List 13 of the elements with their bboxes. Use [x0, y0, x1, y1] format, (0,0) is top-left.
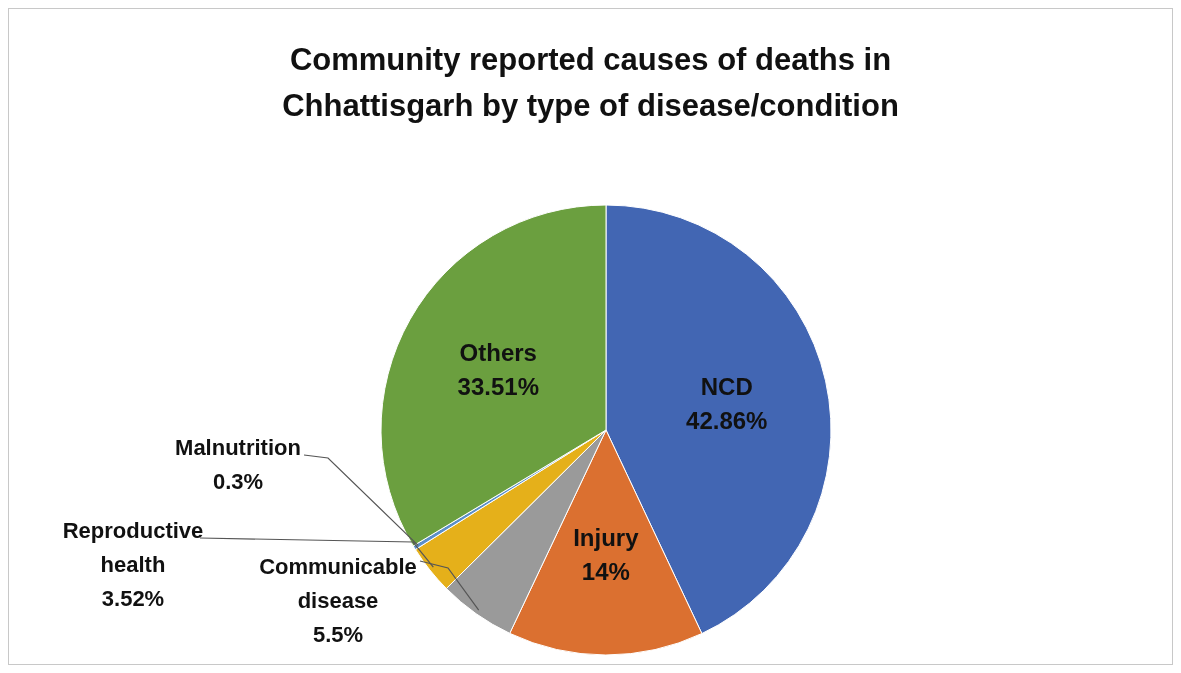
chart-title: Community reported causes of deaths in Chhattisgarh by type of disease/condition: [282, 42, 899, 123]
slice-label: NCD: [700, 372, 753, 400]
slice-label: Reproductive health: [62, 518, 204, 577]
slice-label: Malnutrition: [175, 435, 301, 460]
data-label: 3.52%: [101, 586, 165, 611]
data-label: 42.86%: [686, 406, 768, 434]
data-label: 33.51%: [457, 373, 539, 401]
data-label: 14%: [581, 557, 630, 585]
data-label: 5.5%: [312, 622, 364, 647]
slice-label: Communicable disease: [259, 554, 417, 613]
slice-label: Injury: [573, 523, 640, 551]
slice-label: Others: [459, 339, 537, 367]
data-label: 0.3%: [212, 469, 264, 494]
